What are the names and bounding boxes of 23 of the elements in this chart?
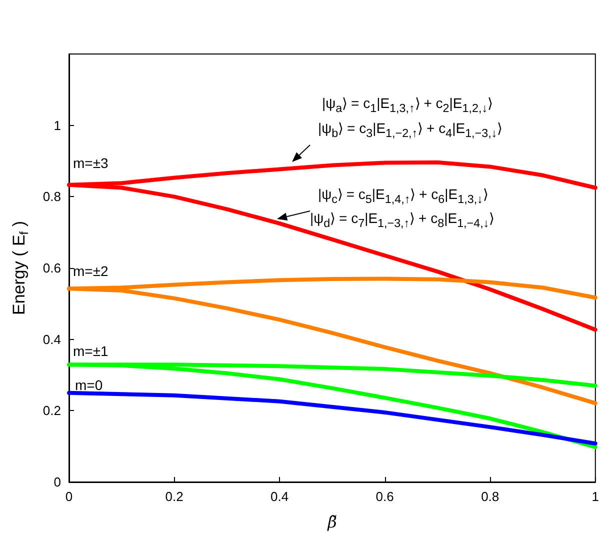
annotation: m=±2 xyxy=(73,262,108,281)
x-tick-label: 0.2 xyxy=(165,489,184,504)
y-tick-label: 0.6 xyxy=(42,260,61,276)
annotation: m=±3 xyxy=(73,154,108,173)
x-tick-label: 0 xyxy=(65,489,73,504)
x-axis-title: β̃ xyxy=(326,512,337,532)
text: |ψ$_{d}$⟩ = c$_{7}$|E$_{1,−3,↑}$⟩ + c$_{8}$|E$_{1,−4,↓}$⟩ xyxy=(310,210,494,230)
x-tick-label: 1 xyxy=(592,489,599,504)
x-tick-label: 0.8 xyxy=(481,489,500,504)
y-tick-label: 0.2 xyxy=(42,403,61,418)
text: |ψ$_{c}$⟩ = c$_{5}$|E$_{1,4,↑}$⟩ + c$_{6}$|E$_{1,3,↓}$⟩ xyxy=(318,186,488,206)
y-tick-label: 0.8 xyxy=(42,189,61,204)
x-tick-label: 0.4 xyxy=(270,489,289,504)
annotation: m=±1 xyxy=(73,342,108,361)
y-tick-label: 0.4 xyxy=(42,332,61,347)
y-tick-label: 0 xyxy=(54,474,61,490)
line-series xyxy=(67,390,598,446)
y-tick-label: 1 xyxy=(54,118,61,133)
text: |ψ$_{b}$⟩ = c$_{3}$|E$_{1,−2,↑}$⟩ + c$_{4}$|E$_{1,−3,↓}$⟩ xyxy=(318,120,502,140)
text: |ψ$_{a}$⟩ = c$_{1}$|E$_{1,3,↑}$⟩ + c$_{2}$|E$_{1,2,↓}$⟩ xyxy=(322,95,493,115)
y-axis-title: Energy ( Ef ) xyxy=(10,220,31,316)
annotation: m=0 xyxy=(75,376,103,395)
x-tick-label: 0.6 xyxy=(376,489,394,504)
